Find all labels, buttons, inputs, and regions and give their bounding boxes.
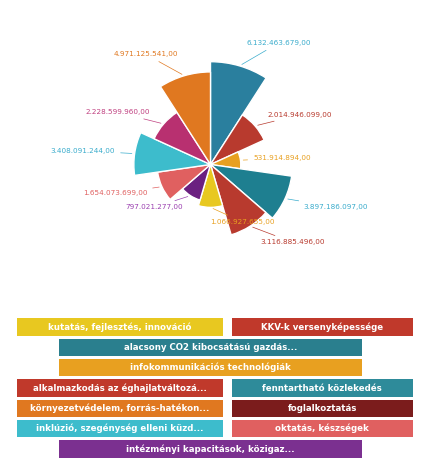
Text: kutatás, fejlesztés, innováció: kutatás, fejlesztés, innováció bbox=[48, 322, 192, 332]
Text: környezetvédelem, forrás-hatékon...: környezetvédelem, forrás-hatékon... bbox=[30, 404, 210, 413]
Text: 3.116.885.496,00: 3.116.885.496,00 bbox=[253, 227, 325, 245]
Wedge shape bbox=[198, 164, 223, 207]
Text: 2.014.946.099,00: 2.014.946.099,00 bbox=[258, 112, 333, 125]
Text: 4.971.125.541,00: 4.971.125.541,00 bbox=[114, 52, 182, 74]
Text: 1.066.927.655,00: 1.066.927.655,00 bbox=[210, 209, 275, 225]
Wedge shape bbox=[210, 164, 292, 218]
Text: alkalmazkodás az éghajlatváltozá...: alkalmazkodás az éghajlatváltozá... bbox=[33, 383, 207, 393]
Text: 3.408.091.244,00: 3.408.091.244,00 bbox=[51, 148, 132, 154]
Text: oktatás, készségek: oktatás, készségek bbox=[275, 424, 369, 433]
Wedge shape bbox=[210, 115, 264, 164]
FancyBboxPatch shape bbox=[59, 339, 362, 356]
Text: 6.132.463.679,00: 6.132.463.679,00 bbox=[242, 40, 311, 64]
Text: 797.021.277,00: 797.021.277,00 bbox=[125, 196, 188, 210]
Text: 531.914.894,00: 531.914.894,00 bbox=[243, 156, 311, 161]
FancyBboxPatch shape bbox=[17, 400, 223, 417]
Wedge shape bbox=[210, 152, 241, 169]
Text: intézményi kapacitások, közigaz...: intézményi kapacitások, közigaz... bbox=[126, 444, 295, 454]
Text: alacsony CO2 kibocsátású gazdás...: alacsony CO2 kibocsátású gazdás... bbox=[124, 343, 297, 352]
FancyBboxPatch shape bbox=[17, 379, 223, 397]
FancyBboxPatch shape bbox=[232, 400, 413, 417]
FancyBboxPatch shape bbox=[59, 440, 362, 458]
Wedge shape bbox=[160, 72, 210, 164]
Text: KKV-k versenyképessége: KKV-k versenyképessége bbox=[261, 322, 383, 332]
FancyBboxPatch shape bbox=[232, 319, 413, 336]
Wedge shape bbox=[182, 164, 210, 200]
FancyBboxPatch shape bbox=[17, 420, 223, 437]
Text: 3.897.186.097,00: 3.897.186.097,00 bbox=[288, 199, 368, 210]
FancyBboxPatch shape bbox=[17, 319, 223, 336]
Text: fenntartható közlekedés: fenntartható közlekedés bbox=[262, 384, 382, 392]
Wedge shape bbox=[210, 62, 266, 164]
FancyBboxPatch shape bbox=[59, 359, 362, 376]
FancyBboxPatch shape bbox=[232, 379, 413, 397]
Text: infokommunikációs technológiák: infokommunikációs technológiák bbox=[130, 363, 291, 373]
Text: inklúzió, szegénység elleni küzd...: inklúzió, szegénység elleni küzd... bbox=[36, 424, 204, 433]
FancyBboxPatch shape bbox=[232, 420, 413, 437]
Wedge shape bbox=[134, 133, 210, 175]
Text: foglalkoztatás: foglalkoztatás bbox=[288, 404, 357, 413]
Wedge shape bbox=[157, 164, 210, 199]
Wedge shape bbox=[210, 164, 266, 235]
Text: 1.654.073.699,00: 1.654.073.699,00 bbox=[83, 187, 159, 196]
Text: 2.228.599.960,00: 2.228.599.960,00 bbox=[86, 110, 161, 123]
Wedge shape bbox=[154, 112, 210, 164]
